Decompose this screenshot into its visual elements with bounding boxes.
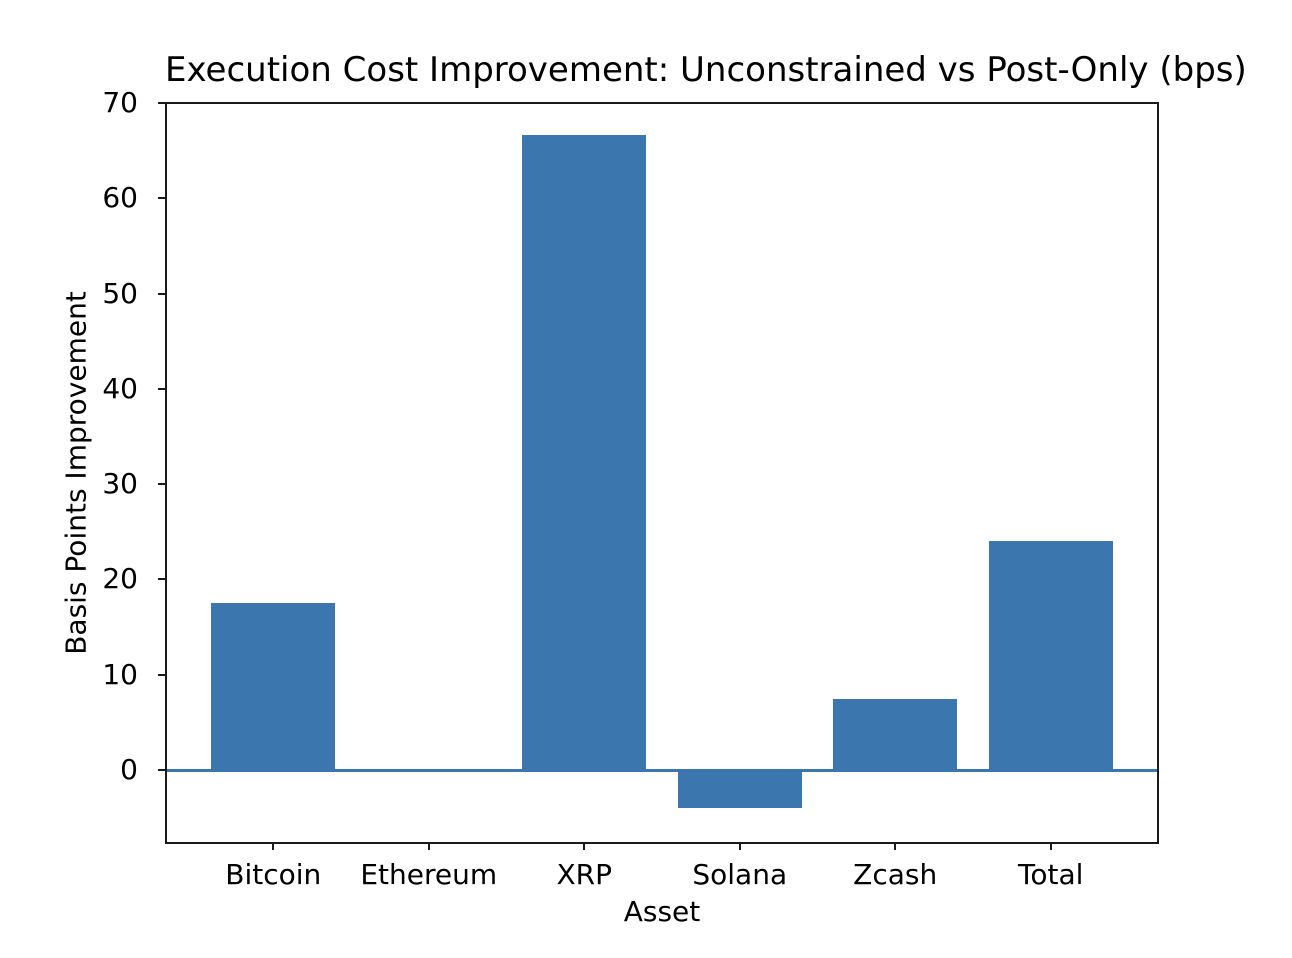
y-tick [158,673,165,676]
y-tick [158,769,165,771]
x-tick [894,843,897,850]
y-tick [158,197,165,200]
x-tick-label: XRP [556,858,613,891]
x-axis-label: Asset [623,895,701,928]
x-tick [272,843,275,850]
y-tick-label: 30 [102,467,138,501]
y-tick [158,483,165,486]
x-tick-label: Solana [692,858,788,891]
y-tick-label: 60 [102,181,138,215]
x-tick-label: Total [1018,858,1084,891]
x-tick [583,843,586,850]
x-tick [1049,843,1052,850]
y-tick [158,102,165,104]
bar-bitcoin [211,603,336,770]
x-tick [427,843,430,850]
bar-zcash [833,699,958,770]
y-tick-label: 70 [102,86,138,119]
y-tick-label: 40 [102,371,138,405]
y-tick-label: 0 [120,753,138,786]
chart-title: Execution Cost Improvement: Unconstraine… [165,50,1247,90]
y-tick-label: 50 [102,276,138,310]
bar-total [988,541,1113,770]
x-tick-label: Zcash [853,858,938,891]
x-tick [738,843,741,850]
x-tick-label: Bitcoin [225,858,322,891]
y-tick [158,292,165,295]
y-tick [158,578,165,581]
x-tick-label: Ethereum [360,858,498,891]
y-tick-label: 20 [102,562,138,596]
zero-baseline [167,768,1157,772]
bar-solana [677,770,802,809]
bar-xrp [522,135,647,770]
y-tick [158,387,165,390]
y-tick-label: 10 [102,657,138,691]
